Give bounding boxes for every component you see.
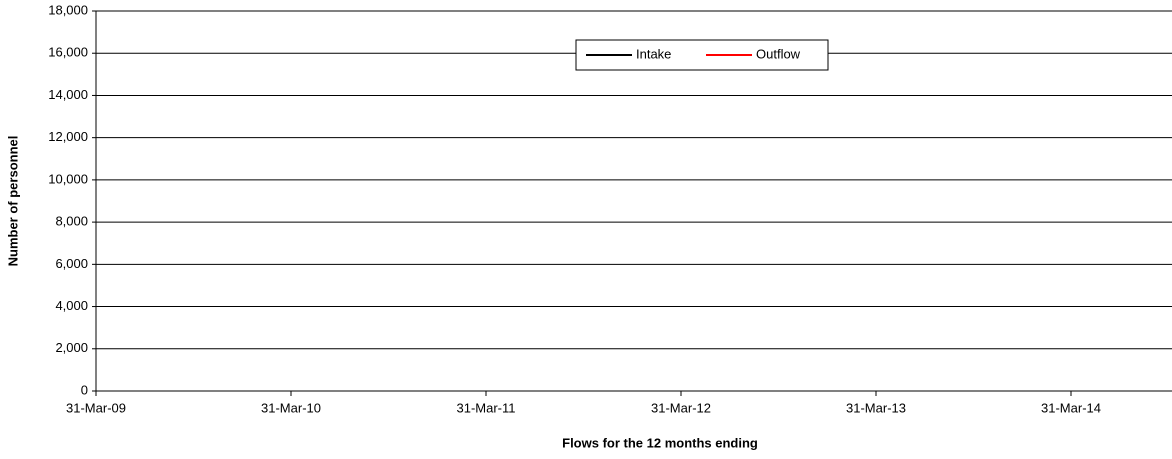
y-tick-label: 4,000 <box>55 298 88 313</box>
y-axis-label: Number of personnel <box>5 136 20 267</box>
y-tick-label: 14,000 <box>48 87 88 102</box>
y-tick-label: 12,000 <box>48 129 88 144</box>
x-tick-label: 31-Mar-10 <box>261 400 321 415</box>
y-tick-label: 0 <box>81 382 88 397</box>
x-tick-label: 31-Mar-12 <box>651 400 711 415</box>
y-tick-label: 8,000 <box>55 214 88 229</box>
y-tick-label: 2,000 <box>55 340 88 355</box>
y-tick-label: 10,000 <box>48 171 88 186</box>
y-tick-label: 18,000 <box>48 2 88 17</box>
y-tick-label: 16,000 <box>48 45 88 60</box>
x-tick-label: 31-Mar-11 <box>456 400 515 415</box>
x-tick-label: 31-Mar-13 <box>846 400 906 415</box>
y-tick-label: 6,000 <box>55 256 88 271</box>
x-tick-label: 31-Mar-09 <box>66 400 126 415</box>
x-tick-label: 31-Mar-14 <box>1041 400 1101 415</box>
x-axis-label: Flows for the 12 months ending <box>562 435 758 450</box>
legend-label: Outflow <box>756 46 801 61</box>
legend-label: Intake <box>636 46 671 61</box>
